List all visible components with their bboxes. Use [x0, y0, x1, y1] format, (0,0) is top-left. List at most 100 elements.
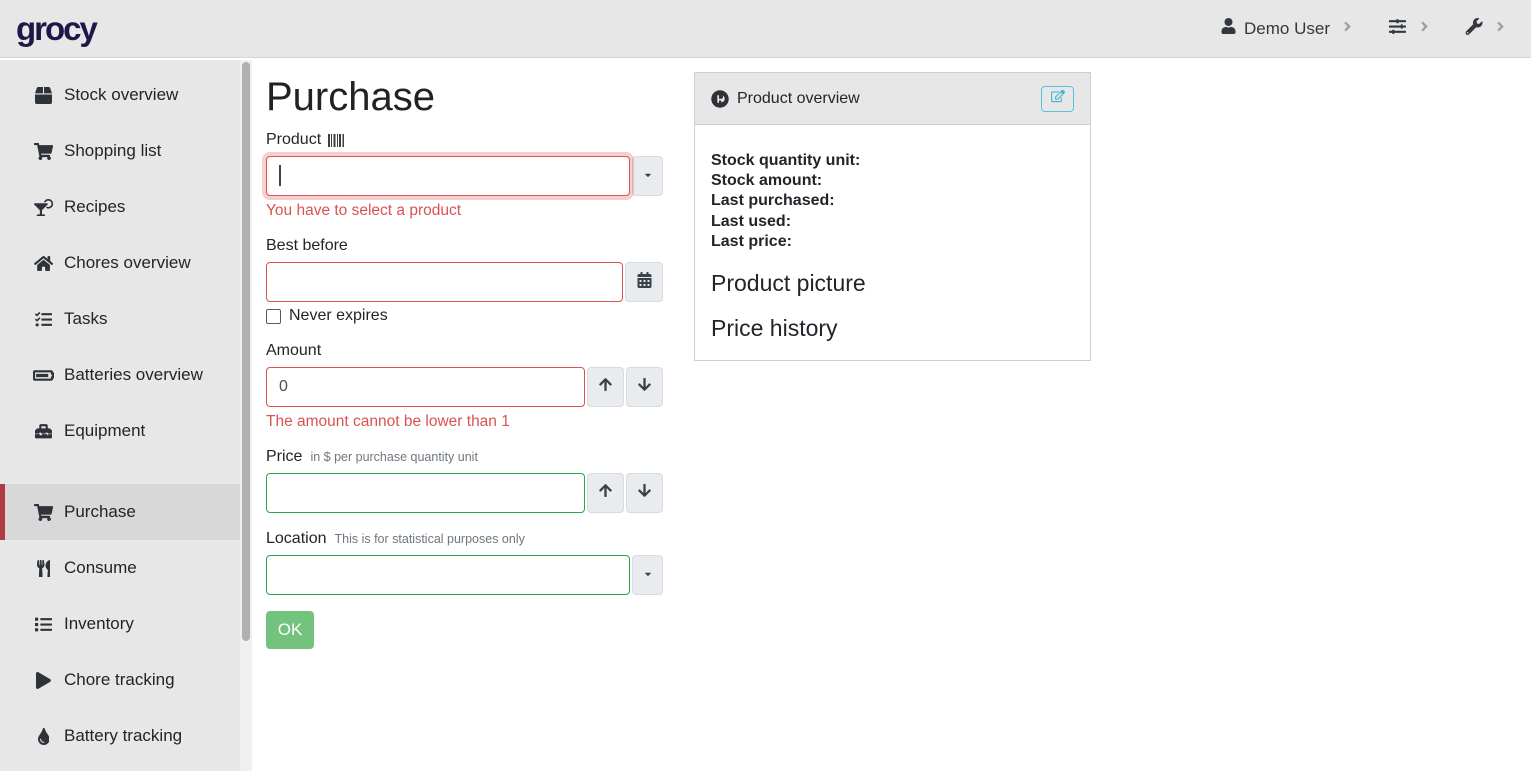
cocktail-icon — [33, 198, 54, 216]
overview-field: Last used: — [711, 212, 792, 230]
product-label: Product — [266, 131, 322, 148]
calendar-button[interactable] — [625, 262, 663, 302]
product-dropdown-button[interactable] — [632, 156, 663, 196]
edit-icon — [1050, 89, 1065, 108]
sidebar-item-battery-tracking[interactable]: Battery tracking — [0, 708, 252, 764]
box-icon — [33, 86, 54, 104]
product-overview-body: Stock quantity unit: Stock amount: Last … — [695, 125, 1090, 342]
product-group: Product You have to select a product — [266, 131, 663, 220]
caret-down-icon — [643, 566, 653, 584]
arrow-down-icon — [638, 377, 651, 397]
chevron-right-icon — [1420, 19, 1429, 39]
price-group: Price in $ per purchase quantity unit — [266, 448, 663, 513]
chevron-right-icon — [1343, 19, 1352, 39]
amount-input[interactable] — [266, 367, 585, 407]
sidebar-item-label: Recipes — [64, 197, 126, 216]
shopping-cart-icon — [33, 142, 54, 160]
main-content: Purchase Product You have to select a pr… — [252, 60, 1531, 771]
sidebar-item-consume[interactable]: Consume — [0, 540, 252, 596]
amount-label: Amount — [266, 342, 322, 359]
product-icon — [711, 89, 729, 108]
sidebar-item-label: Equipment — [64, 421, 146, 440]
settings-menu[interactable] — [1388, 18, 1407, 40]
never-expires-label: Never expires — [289, 307, 388, 324]
arrow-up-icon — [599, 377, 612, 397]
never-expires-checkbox[interactable] — [266, 308, 281, 324]
best-before-label: Best before — [266, 237, 348, 254]
purchase-form: Product You have to select a product Bes… — [266, 131, 663, 649]
product-overview-title: Product overview — [737, 89, 860, 107]
shopping-cart-icon — [33, 503, 54, 521]
home-icon — [33, 255, 54, 272]
price-history-heading: Price history — [711, 315, 838, 342]
overview-field: Stock quantity unit: — [711, 152, 861, 169]
location-label: Location — [266, 530, 327, 547]
sidebar-item-label: Chore tracking — [64, 670, 175, 689]
price-label: Price — [266, 448, 303, 465]
sidebar-scrollbar-track[interactable] — [240, 60, 252, 771]
location-dropdown-button[interactable] — [632, 555, 663, 595]
list-icon — [33, 616, 54, 633]
sidebar-item-equipment[interactable]: Equipment — [0, 403, 252, 459]
utensils-icon — [33, 559, 54, 577]
amount-error: The amount cannot be lower than 1 — [266, 413, 510, 430]
price-decrease-button[interactable] — [626, 473, 663, 513]
location-hint: This is for statistical purposes only — [334, 532, 525, 546]
price-increase-button[interactable] — [587, 473, 624, 513]
product-picture-heading: Product picture — [711, 270, 866, 297]
sliders-icon — [1388, 18, 1407, 40]
sidebar: Stock overview Shopping list Recipes Cho… — [0, 60, 252, 771]
product-error: You have to select a product — [266, 202, 462, 219]
amount-increase-button[interactable] — [587, 367, 624, 407]
best-before-group: Best before Never expires — [266, 237, 663, 325]
admin-menu[interactable] — [1465, 17, 1483, 40]
sidebar-item-batteries-overview[interactable]: Batteries overview — [0, 347, 252, 403]
caret-down-icon — [643, 167, 653, 185]
location-group: Location This is for statistical purpose… — [266, 530, 663, 595]
sidebar-item-label: Inventory — [64, 614, 134, 633]
sidebar-scrollbar-thumb[interactable] — [242, 62, 250, 641]
product-overview-card: Product overview Stock quantity unit: St… — [694, 72, 1091, 361]
tasks-icon — [33, 311, 54, 328]
sidebar-item-shopping-list[interactable]: Shopping list — [0, 123, 252, 179]
sidebar-item-label: Tasks — [64, 309, 108, 328]
chevron-right-icon — [1496, 19, 1505, 39]
battery-icon — [33, 367, 54, 384]
price-hint: in $ per purchase quantity unit — [310, 450, 478, 464]
sidebar-item-chores-overview[interactable]: Chores overview — [0, 235, 252, 291]
product-overview-header: Product overview — [695, 73, 1090, 125]
sidebar-item-tasks[interactable]: Tasks — [0, 291, 252, 347]
sidebar-item-label: Chores overview — [64, 253, 191, 272]
sidebar-item-stock-overview[interactable]: Stock overview — [0, 67, 252, 123]
ok-button[interactable]: OK — [266, 611, 314, 649]
droplet-icon — [33, 727, 54, 745]
overview-field: Last price: — [711, 232, 792, 250]
best-before-input[interactable] — [266, 262, 623, 302]
amount-decrease-button[interactable] — [626, 367, 663, 407]
edit-product-button[interactable] — [1041, 85, 1074, 112]
sidebar-item-chore-tracking[interactable]: Chore tracking — [0, 652, 252, 708]
user-name: Demo User — [1244, 18, 1330, 38]
sidebar-item-purchase[interactable]: Purchase — [0, 484, 252, 540]
sidebar-item-recipes[interactable]: Recipes — [0, 179, 252, 235]
user-menu[interactable]: Demo User — [1221, 18, 1330, 39]
product-input[interactable] — [266, 156, 630, 196]
sidebar-item-label: Consume — [64, 558, 137, 577]
barcode-icon — [328, 133, 345, 147]
amount-group: Amount The amount cannot be lower than 1 — [266, 342, 663, 431]
sidebar-item-label: Purchase — [64, 502, 136, 521]
price-input[interactable] — [266, 473, 585, 513]
location-select[interactable] — [266, 555, 630, 595]
calendar-icon — [637, 271, 652, 293]
play-icon — [33, 671, 54, 689]
grocy-logo[interactable]: grocy — [16, 9, 98, 47]
sidebar-item-label: Batteries overview — [64, 365, 203, 384]
wrench-icon — [1465, 17, 1483, 40]
navbar-right: Demo User — [1221, 17, 1505, 40]
sidebar-item-label: Battery tracking — [64, 726, 183, 745]
sidebar-item-label: Shopping list — [64, 141, 162, 160]
page-title: Purchase — [266, 75, 435, 119]
text-cursor — [279, 165, 281, 186]
sidebar-item-inventory[interactable]: Inventory — [0, 596, 252, 652]
top-navbar: grocy Demo User — [0, 0, 1531, 58]
